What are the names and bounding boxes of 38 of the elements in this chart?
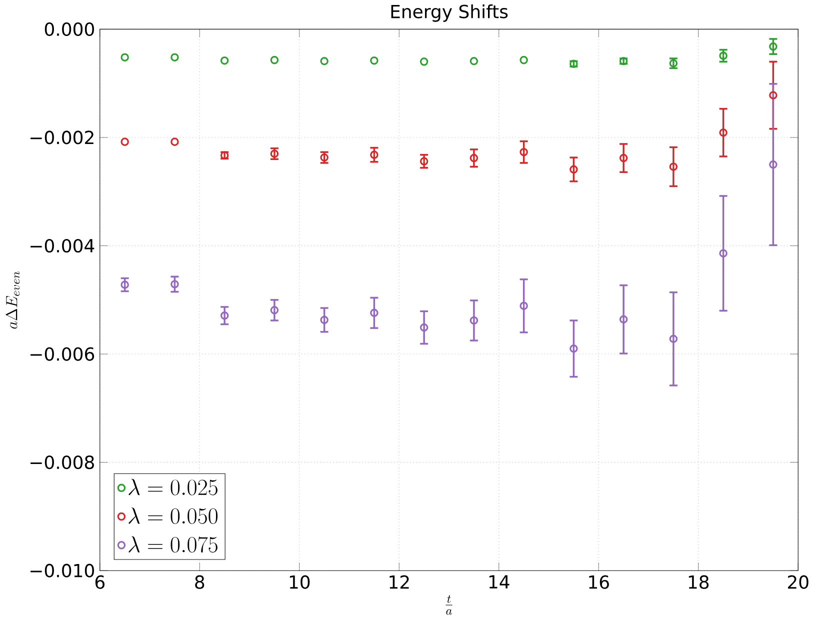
point	[520, 56, 528, 64]
y-tick-label: 0.000	[44, 22, 94, 36]
legend-label: $\lambda = 0.025$	[128, 479, 218, 496]
point	[370, 56, 378, 65]
point	[370, 150, 378, 160]
chart-title: Energy Shifts	[391, 4, 508, 22]
point	[320, 57, 328, 66]
point	[769, 42, 778, 51]
y-tick-label: −0.002	[30, 130, 94, 144]
y-tick-label: −0.006	[30, 347, 94, 362]
y-axis-title: $a\Delta E_{even}$	[6, 272, 20, 329]
legend-label: $\lambda = 0.075$	[128, 536, 218, 553]
x-tick-label: 20	[788, 576, 808, 590]
x-tick-label: 12	[390, 576, 409, 589]
point	[170, 138, 179, 146]
x-tick-label: 18	[688, 576, 709, 590]
y-tick-label: −0.004	[30, 239, 94, 253]
point	[320, 154, 328, 162]
x-tick-label: 16	[589, 576, 609, 590]
x-tick-label: 14	[489, 576, 510, 589]
x-tick-label: 8	[195, 576, 204, 590]
point	[470, 57, 478, 66]
x-tick-label: 6	[95, 576, 104, 590]
x-axis-title: $\frac{t}{a}$	[446, 595, 452, 615]
point	[120, 280, 129, 290]
point	[170, 280, 179, 289]
legend-label: $\lambda = 0.050$	[128, 508, 218, 524]
point	[170, 53, 179, 62]
point	[420, 157, 428, 166]
point	[120, 138, 129, 146]
y-tick-label: −0.008	[30, 456, 94, 470]
point	[420, 58, 428, 66]
y-tick-label: −0.010	[30, 564, 94, 578]
point	[719, 52, 728, 60]
point	[220, 56, 229, 65]
point	[270, 56, 279, 64]
x-tick-label: 10	[290, 576, 310, 590]
point	[120, 53, 129, 62]
